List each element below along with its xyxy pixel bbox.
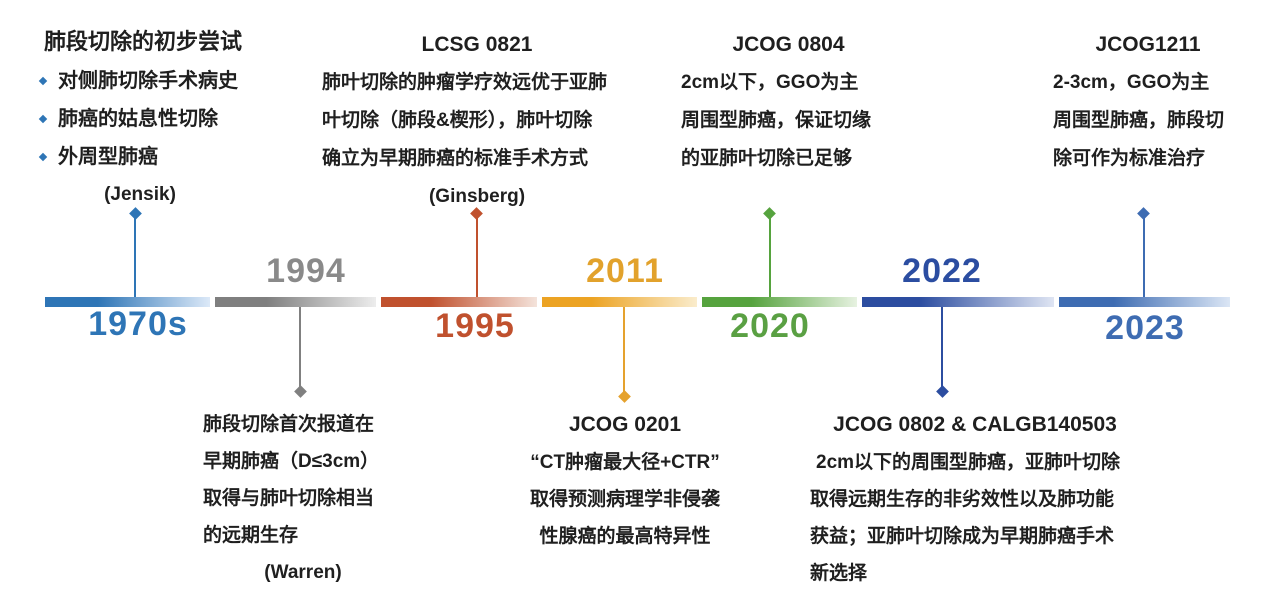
- bullet-icon: [38, 114, 48, 124]
- year-label-2011: 2011: [586, 252, 664, 290]
- year-label-2020: 2020: [730, 307, 810, 345]
- event-line: 性腺癌的最高特异性: [539, 526, 711, 547]
- event-line: 2-3cm，GGO为主: [1053, 72, 1210, 93]
- timeline-segment-2011: [542, 297, 697, 307]
- timeline-segment-2023: [1059, 297, 1230, 307]
- event-card-1995: LCSG 0821 肺叶切除的肿瘤学疗效远优于亚肺 叶切除（肺段&楔形），肺叶切…: [322, 26, 632, 216]
- year-label-1970s: 1970s: [88, 305, 188, 343]
- diamond-marker-2020: [763, 207, 776, 220]
- event-card-1970s: 肺段切除的初步尝试 对侧肺切除手术病史 肺癌的姑息性切除 外周型肺癌 (Jens…: [30, 22, 266, 214]
- timeline-segment-2022: [862, 297, 1054, 307]
- bullet-list: 对侧肺切除手术病史 肺癌的姑息性切除 外周型肺癌: [30, 62, 266, 176]
- event-line: 新选择: [810, 563, 868, 584]
- event-line: 取得与肺叶切除相当: [203, 488, 375, 509]
- bullet-text: 对侧肺切除手术病史: [58, 70, 238, 92]
- year-label-1995: 1995: [435, 307, 515, 345]
- event-line: 确立为早期肺癌的标准手术方式: [322, 148, 589, 169]
- event-line: 早期肺癌（D≤3cm）: [203, 451, 380, 472]
- event-title: LCSG 0821: [421, 33, 533, 56]
- year-label-2022: 2022: [902, 252, 982, 290]
- event-card-2022: JCOG 0802 & CALGB140503 2cm以下的周围型肺癌，亚肺叶切…: [810, 406, 1140, 592]
- event-title: JCOG1211: [1095, 33, 1201, 56]
- bullet-item: 外周型肺癌: [30, 138, 266, 176]
- timeline-segment-1970s: [45, 297, 210, 307]
- event-line: 2cm以下的周围型肺癌，亚肺叶切除: [816, 452, 1121, 473]
- event-line: 获益；亚肺叶切除成为早期肺癌手术: [810, 526, 1115, 547]
- bullet-item: 对侧肺切除手术病史: [30, 62, 266, 100]
- connector-line-2022: [941, 307, 943, 389]
- event-title: JCOG 0804: [732, 33, 845, 56]
- event-line: 取得预测病理学非侵袭: [529, 489, 720, 510]
- timeline-segment-1994: [215, 297, 376, 307]
- event-card-2023: JCOG1211 2-3cm，GGO为主 周围型肺癌，肺段切 除可作为标准治疗: [1053, 26, 1243, 178]
- bullet-text: 外周型肺癌: [58, 146, 158, 168]
- bullet-icon: [38, 76, 48, 86]
- connector-line-1970s: [134, 216, 136, 297]
- year-label-1994: 1994: [266, 252, 346, 290]
- event-card-2020: JCOG 0804 2cm以下，GGO为主 周围型肺癌，保证切缘 的亚肺叶切除已…: [681, 26, 896, 178]
- diamond-marker-2023: [1137, 207, 1150, 220]
- event-attribution: (Ginsberg): [428, 186, 526, 207]
- event-line: 取得远期生存的非劣效性以及肺功能: [810, 489, 1115, 510]
- event-line: 除可作为标准治疗: [1053, 148, 1206, 169]
- connector-line-1994: [299, 307, 301, 389]
- event-line: 周围型肺癌，肺段切: [1053, 110, 1225, 131]
- connector-line-2011: [623, 307, 625, 394]
- connector-line-2020: [769, 216, 771, 297]
- event-title: 肺段切除的初步尝试: [44, 29, 243, 54]
- bullet-icon: [38, 152, 48, 162]
- event-line: 的亚肺叶切除已足够: [681, 148, 853, 169]
- event-title: JCOG 0802 & CALGB140503: [833, 413, 1117, 436]
- event-card-2011: JCOG 0201 “CT肿瘤最大径+CTR” 取得预测病理学非侵袭 性腺癌的最…: [520, 406, 730, 555]
- event-line: 肺叶切除的肿瘤学疗效远优于亚肺: [322, 72, 608, 93]
- event-line: 2cm以下，GGO为主: [681, 72, 859, 93]
- event-line: 肺段切除首次报道在: [203, 414, 375, 435]
- event-line: 叶切除（肺段&楔形），肺叶切除: [322, 110, 593, 131]
- event-line: “CT肿瘤最大径+CTR”: [530, 452, 720, 473]
- event-line: 周围型肺癌，保证切缘: [681, 110, 872, 131]
- bullet-item: 肺癌的姑息性切除: [30, 100, 266, 138]
- connector-line-1995: [476, 216, 478, 297]
- event-attribution: (Jensik): [104, 184, 176, 205]
- timeline-segment-2020: [702, 297, 857, 307]
- year-label-2023: 2023: [1105, 309, 1185, 347]
- event-attribution: (Warren): [264, 562, 342, 583]
- diamond-marker-2011: [618, 390, 631, 403]
- connector-line-2023: [1143, 216, 1145, 297]
- diamond-marker-2022: [936, 385, 949, 398]
- bullet-text: 肺癌的姑息性切除: [58, 108, 218, 130]
- timeline-segment-1995: [381, 297, 537, 307]
- event-line: 的远期生存: [203, 525, 299, 546]
- event-card-1994: 肺段切除首次报道在 早期肺癌（D≤3cm） 取得与肺叶切除相当 的远期生存 (W…: [203, 406, 403, 592]
- diamond-marker-1994: [294, 385, 307, 398]
- event-title: JCOG 0201: [568, 413, 682, 436]
